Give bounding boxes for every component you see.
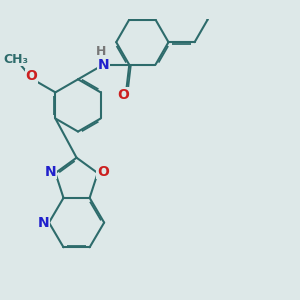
Text: H: H bbox=[96, 45, 106, 58]
Text: N: N bbox=[44, 165, 56, 178]
Text: O: O bbox=[26, 69, 37, 83]
Text: N: N bbox=[38, 216, 50, 230]
Text: N: N bbox=[97, 58, 109, 72]
Text: O: O bbox=[117, 88, 129, 102]
Text: O: O bbox=[97, 165, 109, 178]
Text: CH₃: CH₃ bbox=[3, 52, 29, 66]
